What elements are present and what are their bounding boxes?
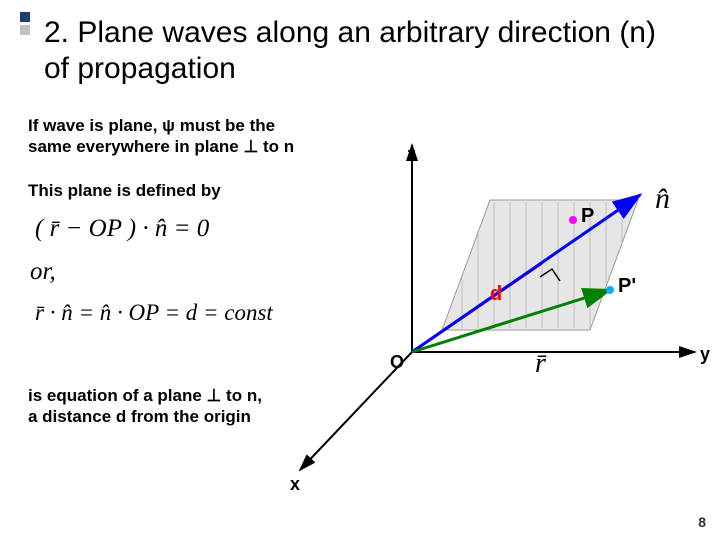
diagram: z y x O P P' d n̂ r̄ [0, 0, 720, 540]
z-label: z [407, 144, 416, 164]
d-label: d [490, 283, 502, 305]
p-prime-label: P' [618, 275, 636, 297]
n-hat-label: n̂ [655, 182, 670, 215]
point-p [569, 216, 577, 224]
point-p-prime [606, 286, 614, 294]
y-label: y [700, 344, 710, 364]
p-label: P [581, 205, 594, 227]
x-label: x [290, 474, 300, 494]
slide-number: 8 [698, 514, 706, 530]
r-vec-label: r̄ [535, 348, 547, 379]
origin-label: O [390, 352, 404, 372]
